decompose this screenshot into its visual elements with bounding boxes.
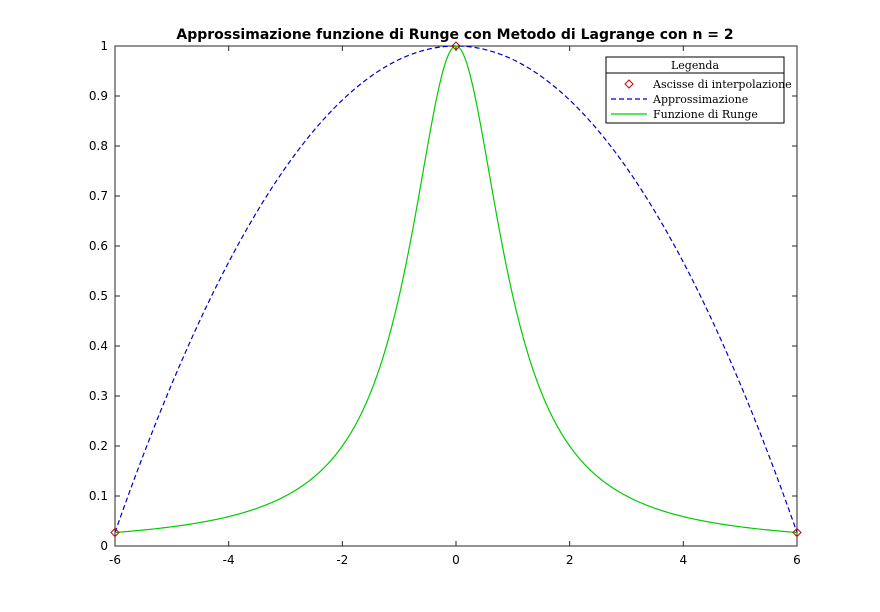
x-tick-label: 2 <box>566 553 574 567</box>
plot-area <box>114 45 798 547</box>
legend-box <box>605 56 785 124</box>
chart-title: Approssimazione funzione di Runge con Me… <box>176 27 733 43</box>
x-tick-label: 4 <box>680 553 688 567</box>
x-tick-label: -4 <box>223 553 235 567</box>
legend-title: Legenda <box>671 59 719 72</box>
legend-marker-diamond <box>624 79 634 89</box>
legend-entries: Ascisse di interpolazione Approssimazione… <box>611 78 792 121</box>
legend: Legenda Ascisse di interpolazione Appross… <box>605 56 792 124</box>
x-tick-label: -6 <box>109 553 121 567</box>
legend-entry-label: Funzione di Runge <box>653 108 758 121</box>
legend-entry-label: Ascisse di interpolazione <box>652 78 792 91</box>
y-axis: 0 0.1 0.2 0.3 0.4 0.5 0.6 0.7 0.8 0.9 1 <box>89 39 797 553</box>
interpolation-point <box>110 527 120 538</box>
y-tick-label: 0.1 <box>89 489 108 503</box>
x-axis: -6 -4 -2 0 2 4 6 <box>109 46 801 567</box>
y-tick-label: 0.3 <box>89 389 108 403</box>
y-tick-label: 0.8 <box>89 139 108 153</box>
y-tick-label: 0.4 <box>89 339 108 353</box>
x-tick-label: 0 <box>452 553 460 567</box>
x-tick-label: 6 <box>793 553 801 567</box>
y-tick-label: 0 <box>100 539 108 553</box>
series-layer <box>110 41 802 538</box>
legend-entry-label: Approssimazione <box>652 93 748 106</box>
y-tick-label: 0.6 <box>89 239 108 253</box>
y-tick-label: 0.2 <box>89 439 108 453</box>
y-tick-label: 0.9 <box>89 89 108 103</box>
interpolation-point <box>792 527 802 538</box>
y-tick-label: 1 <box>100 39 108 53</box>
y-tick-label: 0.5 <box>89 289 108 303</box>
y-tick-label: 0.7 <box>89 189 108 203</box>
x-tick-label: -2 <box>336 553 348 567</box>
interpolation-point <box>451 41 461 51</box>
series-line-2 <box>114 45 798 534</box>
